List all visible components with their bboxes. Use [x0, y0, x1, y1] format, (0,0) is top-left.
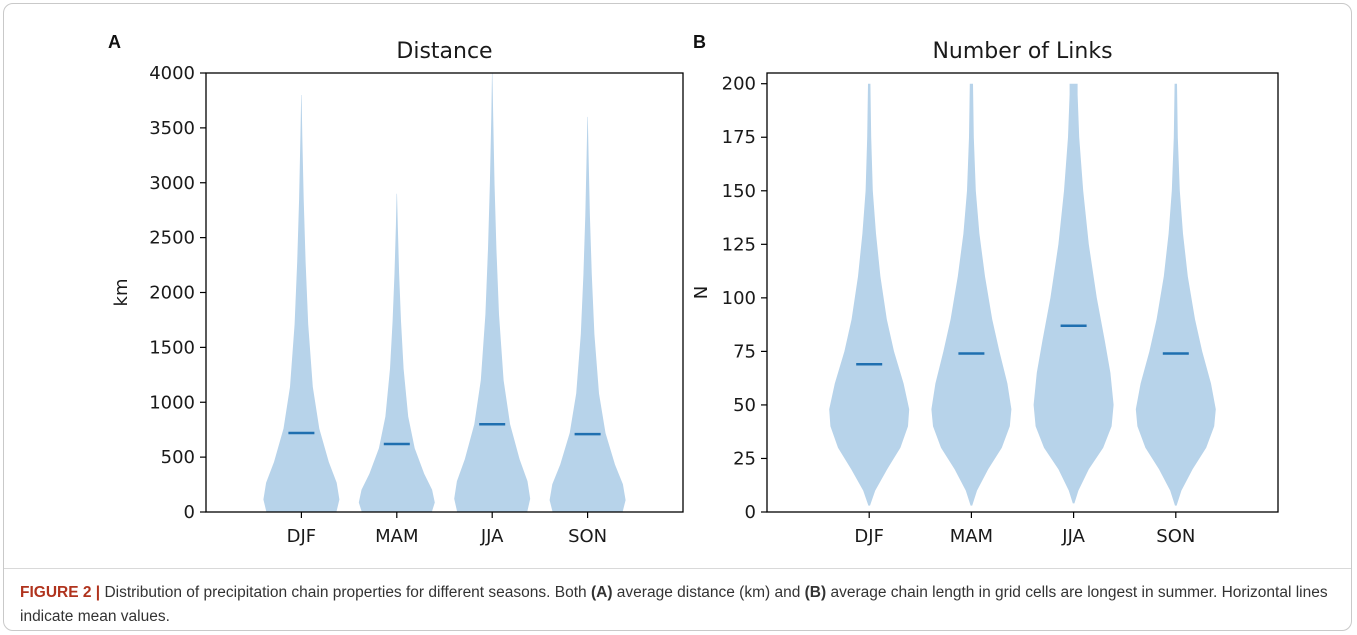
caption-label: FIGURE 2 |: [20, 584, 101, 601]
y-tick-label-a-1500: 1500: [149, 337, 195, 358]
x-tick-label-a-jja: JJA: [480, 526, 504, 547]
figure-caption: FIGURE 2 | Distribution of precipitation…: [20, 581, 1340, 629]
y-tick-label-a-2000: 2000: [149, 283, 195, 304]
violin-b-son: [1135, 83, 1216, 506]
y-tick-label-b-75: 75: [733, 341, 756, 362]
x-tick-label-a-djf: DJF: [287, 526, 317, 547]
y-tick-label-b-200: 200: [722, 74, 756, 95]
caption-text-1: Distribution of precipitation chain prop…: [100, 584, 591, 601]
violin-a-djf: [263, 95, 340, 512]
x-tick-label-b-son: SON: [1156, 526, 1195, 547]
x-tick-label-b-jja: JJA: [1061, 526, 1085, 547]
y-tick-label-b-50: 50: [733, 395, 756, 416]
y-tick-label-b-25: 25: [733, 448, 756, 469]
y-tick-label-a-4000: 4000: [149, 63, 195, 84]
y-tick-label-a-0: 0: [184, 502, 195, 523]
caption-text-3: average chain length in grid cells are l…: [20, 584, 1328, 625]
panel-title-a: Distance: [396, 39, 492, 64]
violin-b-jja: [1033, 83, 1114, 504]
x-tick-label-a-son: SON: [568, 526, 607, 547]
x-tick-label-b-djf: DJF: [854, 526, 884, 547]
violin-a-son: [549, 116, 626, 513]
plot-frame-a: [205, 72, 684, 513]
y-tick-label-a-3000: 3000: [149, 173, 195, 194]
violin-a-mam: [358, 193, 435, 512]
plot-frame-b: [766, 72, 1279, 513]
y-axis-label-a: km: [111, 279, 132, 307]
figure-chart-area: DJF MAM JJA SON0500100015002000250030003500…: [108, 32, 1279, 547]
y-tick-label-b-100: 100: [722, 288, 756, 309]
caption-ref-b: (B): [804, 584, 827, 601]
y-tick-label-a-2500: 2500: [149, 228, 195, 249]
figure-frame: [3, 3, 1352, 631]
panel-letter-b: B: [693, 32, 706, 52]
panel-letter-a: A: [108, 32, 121, 52]
violin-b-djf: [829, 83, 910, 506]
caption-text-2: average distance (km) and: [612, 584, 805, 601]
panel-a-distance: DJF MAM JJA SON 0 500 1000 1500 2000 2500 3000 3500…: [108, 32, 684, 547]
x-tick-label-a-mam: MAM: [375, 526, 418, 547]
panel-title-b: Number of Links: [932, 39, 1112, 64]
caption-ref-a: (A): [590, 584, 613, 601]
y-tick-label-a-1000: 1000: [149, 392, 195, 413]
caption-divider: [4, 568, 1351, 569]
y-axis-label-b: N: [691, 286, 712, 299]
y-tick-label-b-175: 175: [722, 127, 756, 148]
y-tick-label-b-0: 0: [745, 502, 756, 523]
y-tick-label-b-125: 125: [722, 234, 756, 255]
panel-b-number-of-links: DJF MAM JJA SON 0 25 50 75 100 125 150 175 200 Number…: [691, 32, 1279, 547]
violin-b-mam: [931, 83, 1012, 506]
y-tick-label-a-500: 500: [161, 447, 195, 468]
violin-a-jja: [454, 73, 531, 512]
x-tick-label-b-mam: MAM: [950, 526, 993, 547]
y-tick-label-a-3500: 3500: [149, 118, 195, 139]
y-tick-label-b-150: 150: [722, 181, 756, 202]
